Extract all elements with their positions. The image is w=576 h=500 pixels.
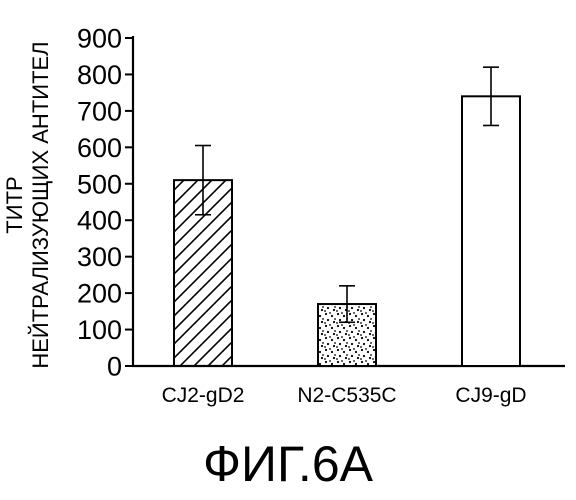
figure-caption: ФИГ.6А xyxy=(0,436,576,492)
bars xyxy=(174,96,520,366)
y-axis-label-line-1: ТИТР xyxy=(2,176,27,233)
y-tick-label: 500 xyxy=(77,169,122,199)
y-tick-label: 600 xyxy=(77,133,122,163)
x-tick-label: CJ2-gD2 xyxy=(162,384,245,407)
y-tick-label: 800 xyxy=(77,60,122,90)
y-tick-label: 300 xyxy=(77,242,122,272)
y-tick-label: 900 xyxy=(77,24,122,54)
x-tick-label: N2-C535C xyxy=(297,384,396,407)
y-axis-label: ТИТР НЕЙТРАЛИЗУЮЩИХ АНТИТЕЛ xyxy=(2,41,53,368)
bar-cj9-gd xyxy=(462,96,520,366)
y-tick-label: 0 xyxy=(107,352,122,382)
x-tick-labels: CJ2-gD2 N2-C535C CJ9-gD xyxy=(162,384,527,407)
y-tick-label: 400 xyxy=(77,206,122,236)
y-ticks: 0 100 200 300 400 500 600 700 800 900 xyxy=(77,24,133,382)
error-bars xyxy=(195,67,499,322)
y-axis-label-line-2: НЕЙТРАЛИЗУЮЩИХ АНТИТЕЛ xyxy=(28,41,53,368)
x-tick-label: CJ9-gD xyxy=(455,384,526,407)
y-tick-label: 100 xyxy=(77,315,122,345)
y-tick-label: 700 xyxy=(77,96,122,126)
y-tick-label: 200 xyxy=(77,279,122,309)
